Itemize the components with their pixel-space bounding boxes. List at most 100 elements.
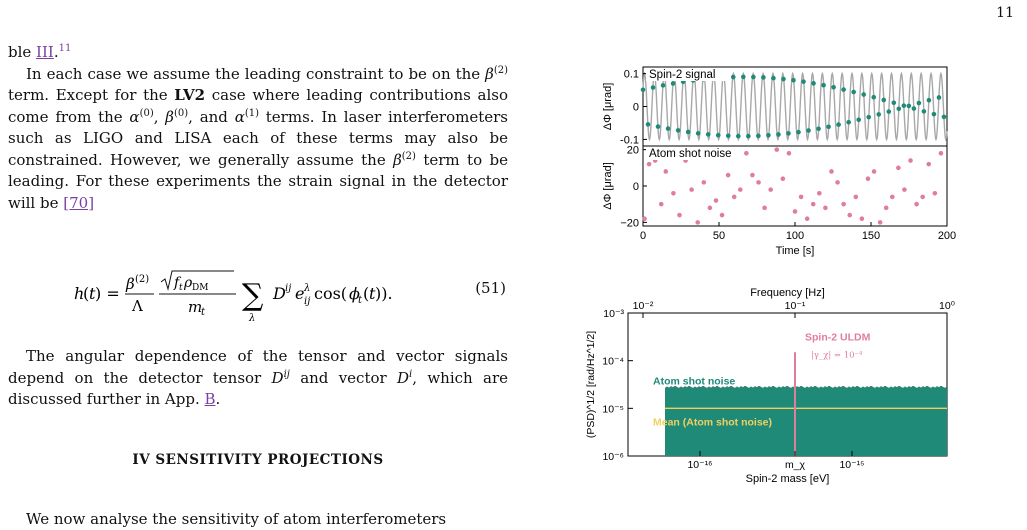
paragraph-2: In each case we assume the leading const… bbox=[8, 64, 509, 212]
spin2-signal-point bbox=[866, 114, 872, 120]
spin2-signal-point bbox=[705, 132, 711, 137]
shot-noise-point bbox=[926, 161, 932, 167]
spin2-signal-point bbox=[690, 78, 696, 83]
section-heading: IV SENSITIVITY PROJECTIONS bbox=[132, 452, 384, 468]
spin2-signal-point bbox=[851, 89, 856, 95]
shot-noise-point bbox=[744, 150, 749, 156]
shot-noise-point bbox=[677, 212, 682, 218]
shot-noise-point bbox=[908, 158, 913, 163]
appendix-link[interactable]: B bbox=[204, 390, 216, 408]
spin2-signal-point bbox=[680, 79, 686, 85]
shot-noise-point bbox=[810, 201, 816, 207]
spin2-signal-point bbox=[916, 100, 922, 106]
spin2-signal-point bbox=[936, 95, 942, 100]
spin2-signal-point bbox=[640, 87, 646, 93]
y-tick-label: 10⁻³ bbox=[603, 308, 624, 320]
spin2-signal-point bbox=[876, 112, 882, 117]
y-tick-label: 0 bbox=[633, 181, 639, 193]
shot-noise-point bbox=[817, 190, 822, 196]
shot-noise-point bbox=[823, 205, 828, 211]
spin2-signal-point bbox=[931, 111, 937, 117]
spin2-signal-point bbox=[921, 109, 927, 114]
svg-text:ϕ: ϕ bbox=[349, 284, 360, 303]
shot-noise-point bbox=[701, 180, 707, 185]
y-tick-label: 10⁻⁵ bbox=[602, 403, 624, 415]
x-tick-label: 150 bbox=[862, 230, 880, 242]
shot-noise-point bbox=[652, 158, 658, 163]
shot-noise-label: Atom shot noise bbox=[653, 376, 735, 388]
svg-text:t: t bbox=[201, 307, 206, 318]
spin2-signal-point bbox=[806, 128, 811, 133]
spin2-signal-point bbox=[831, 85, 836, 90]
spin2-signal-point bbox=[821, 82, 826, 88]
y-axis-label: (PSD)^1/2 [rad/Hz^1/2] bbox=[585, 331, 597, 438]
x-tick-label: 50 bbox=[713, 230, 725, 242]
spin2-signal-point bbox=[730, 74, 736, 80]
svg-text:DM: DM bbox=[192, 283, 208, 293]
shot-noise-point bbox=[731, 194, 737, 200]
spin2-signal-point bbox=[801, 79, 806, 84]
svg-text:t: t bbox=[179, 283, 183, 293]
shot-noise-point bbox=[695, 220, 701, 225]
spin2-signal-point bbox=[665, 126, 671, 131]
svg-text:D: D bbox=[272, 284, 286, 303]
x-axis-label: Spin-2 mass [eV] bbox=[746, 473, 830, 485]
spin2-signal-point bbox=[781, 76, 786, 82]
mean-label: Mean (Atom shot noise) bbox=[653, 416, 772, 428]
svg-text:) =: ) = bbox=[95, 284, 120, 303]
shot-noise-point bbox=[877, 220, 883, 225]
page-number: 11 bbox=[996, 5, 1014, 21]
top-tick-label: 10⁰ bbox=[939, 300, 955, 312]
svg-text:∑: ∑ bbox=[242, 278, 264, 313]
spin2-signal-point bbox=[941, 114, 947, 120]
citation-link[interactable]: [70] bbox=[63, 193, 95, 212]
spin2-signal-point bbox=[720, 75, 726, 80]
shot-noise-point bbox=[841, 201, 846, 207]
svg-text:λ: λ bbox=[303, 283, 310, 294]
table-ref-link[interactable]: III bbox=[36, 43, 54, 61]
shot-noise-point bbox=[829, 169, 834, 174]
shot-noise-point bbox=[663, 169, 669, 174]
spin2-signal-point bbox=[736, 133, 741, 139]
x-tick-label: 10⁻¹⁵ bbox=[839, 459, 864, 471]
spin2-signal-point bbox=[816, 126, 821, 132]
shot-noise-point bbox=[642, 216, 647, 222]
spin2-signal-point bbox=[650, 85, 656, 90]
svg-text:(2): (2) bbox=[135, 274, 149, 285]
shot-noise-point bbox=[932, 190, 938, 196]
shot-noise-point bbox=[658, 201, 664, 207]
svg-text:t: t bbox=[369, 284, 376, 303]
spin2-signal-line bbox=[642, 71, 948, 142]
shot-noise-point bbox=[871, 169, 877, 174]
y-tick-label: 10⁻⁴ bbox=[602, 356, 624, 368]
y-tick-label: 20 bbox=[627, 145, 639, 157]
spin2-signal-point bbox=[695, 131, 701, 136]
svg-text:λ: λ bbox=[248, 313, 255, 324]
uldm-label: Spin-2 ULDM bbox=[805, 332, 871, 344]
shot-noise-point bbox=[671, 190, 676, 196]
shot-noise-point bbox=[689, 187, 694, 192]
shot-noise-point bbox=[792, 209, 798, 214]
spin2-signal-point bbox=[786, 131, 791, 136]
mid-panel-frame bbox=[642, 145, 948, 227]
y-tick-label: 10⁻⁶ bbox=[602, 451, 624, 463]
shot-noise-point bbox=[786, 150, 792, 156]
spin2-signal-point bbox=[856, 117, 861, 123]
y-tick-label: 0.1 bbox=[624, 69, 639, 81]
left-column-text: ble III.11 In each case we assume the le… bbox=[8, 42, 508, 214]
spin2-signal-point bbox=[891, 100, 897, 106]
shot-noise-point bbox=[768, 187, 773, 192]
psd-panel: Atom shot noise Mean (Atom shot noise) Spi… bbox=[585, 287, 955, 485]
shot-noise-point bbox=[774, 147, 780, 152]
shot-noise-point bbox=[853, 194, 859, 200]
spin2-signal-point bbox=[886, 109, 892, 114]
footnote-ref[interactable]: 11 bbox=[58, 43, 72, 54]
spin2-signal-point bbox=[881, 97, 887, 103]
spin2-signal-point bbox=[670, 81, 676, 86]
x-tick-label: m_χ bbox=[785, 459, 806, 471]
spin2-signal-point bbox=[811, 81, 816, 86]
svg-text:cos(: cos( bbox=[314, 284, 347, 303]
spin2-signal-point bbox=[841, 87, 846, 92]
spin2-signal-point bbox=[911, 106, 917, 111]
